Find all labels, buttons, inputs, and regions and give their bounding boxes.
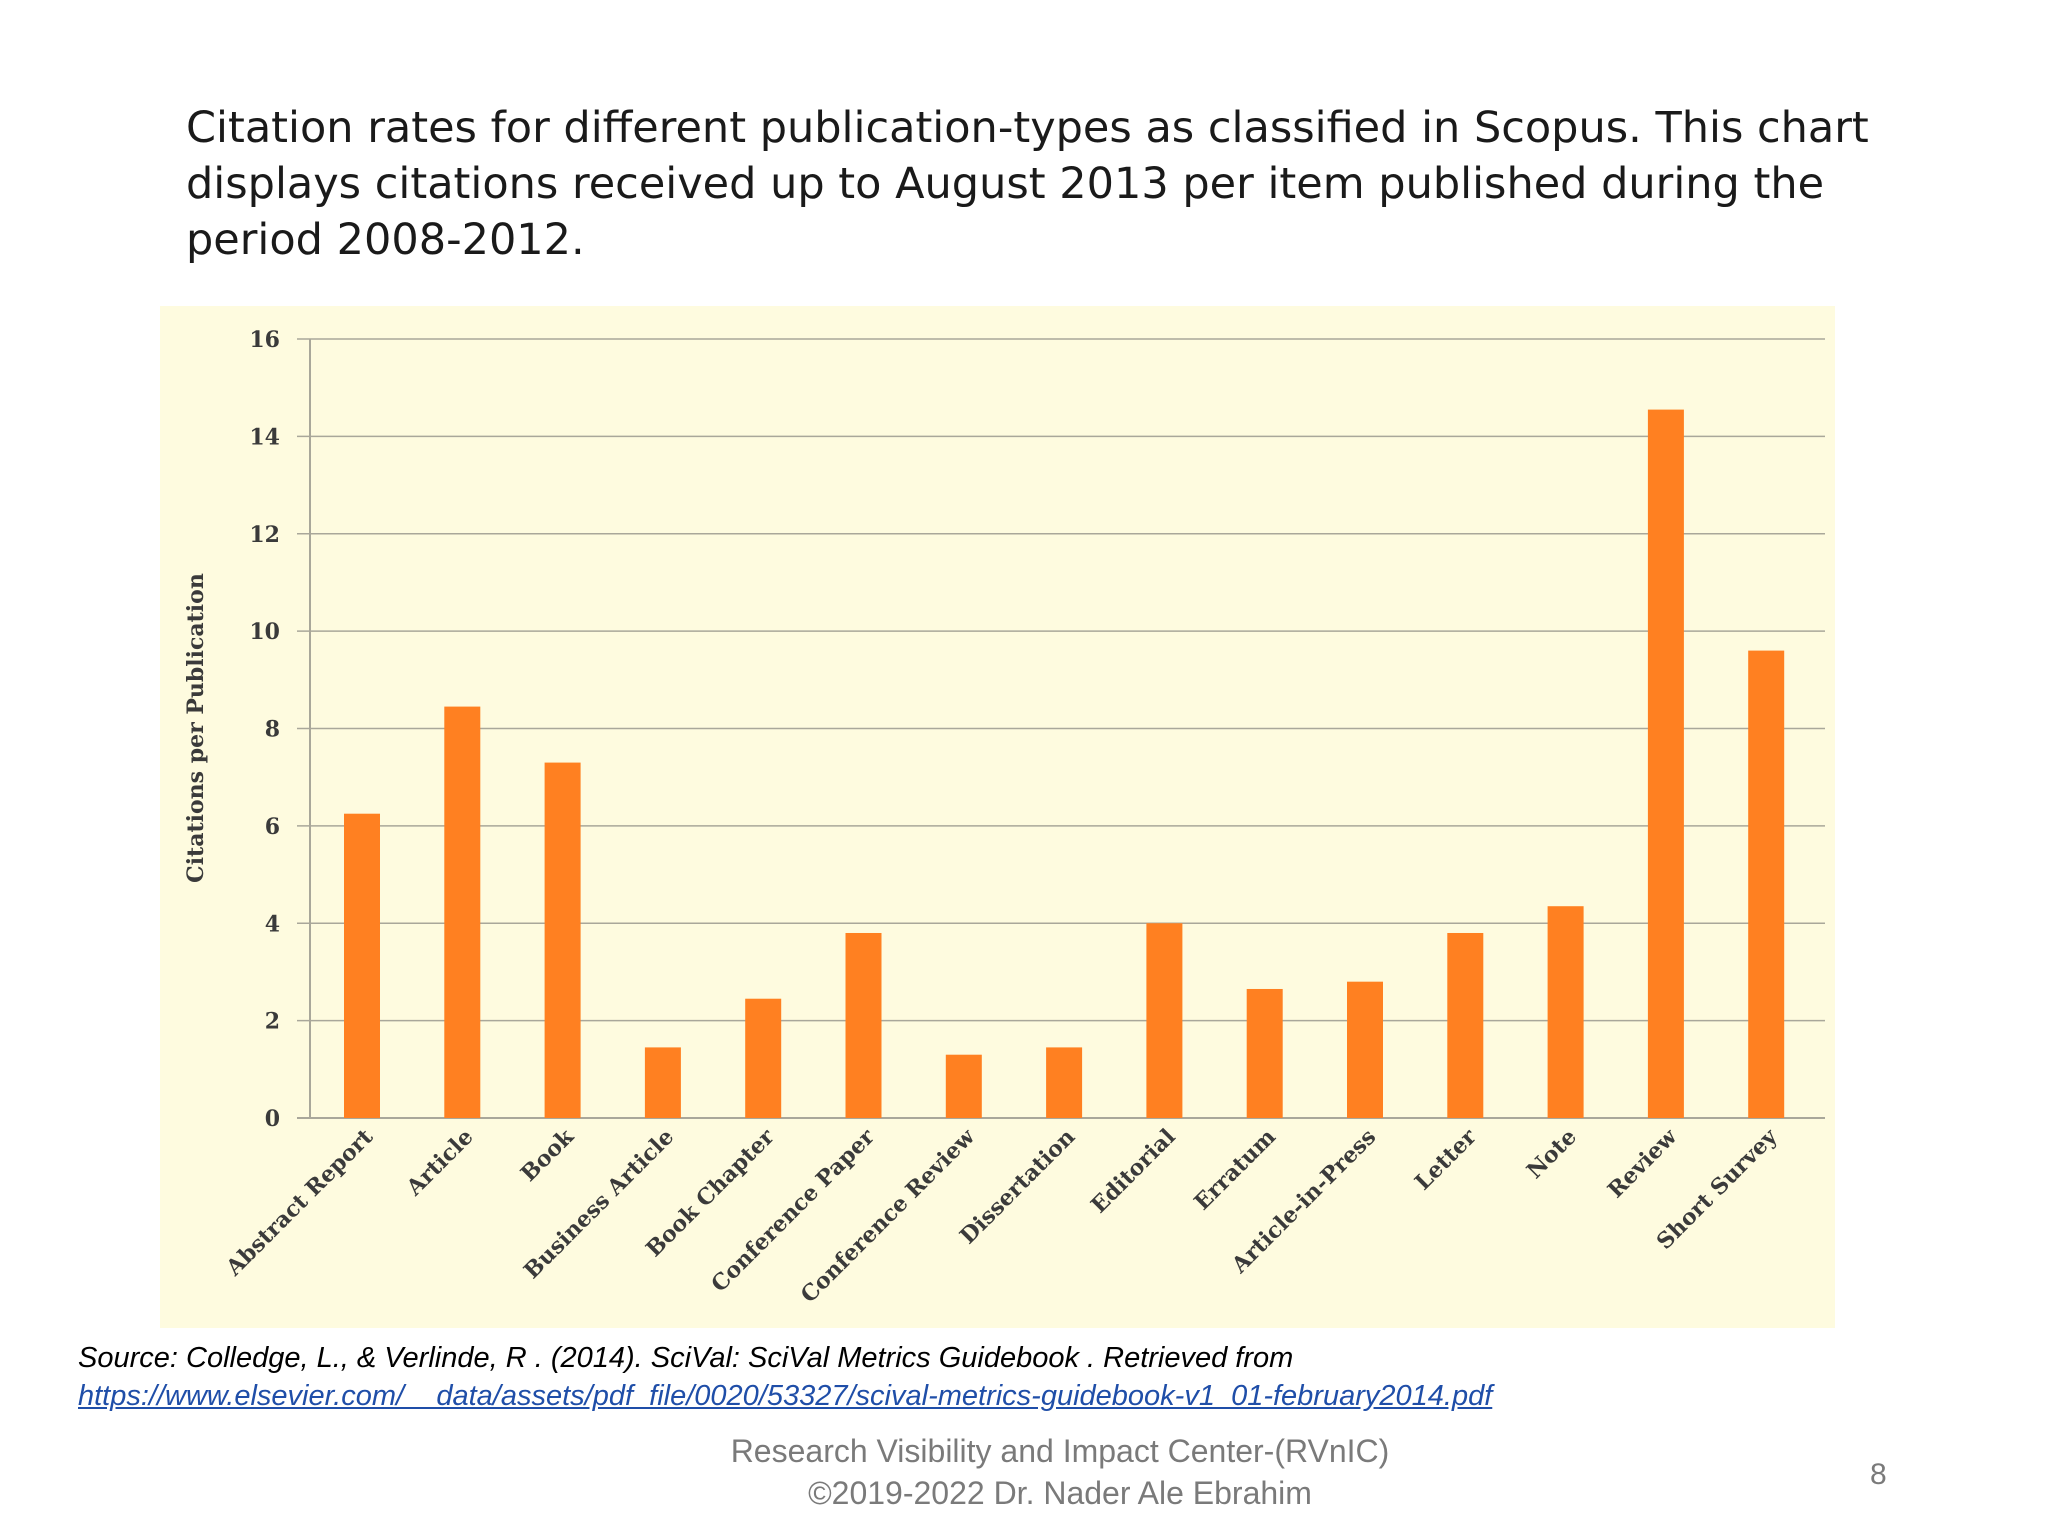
bar-conference-paper: [845, 932, 882, 1118]
x-tick-label: Book: [516, 1123, 580, 1187]
bars-layer: [344, 409, 1785, 1118]
x-tick-label: Article: [401, 1124, 479, 1202]
y-tick-label: 4: [265, 911, 280, 937]
x-tick-label: Note: [1522, 1124, 1582, 1184]
x-tick-label: Letter: [1410, 1124, 1482, 1196]
slide-title: Citation rates for different publication…: [186, 103, 1869, 265]
source-citation: Source: Colledge, L., & Verlinde, R . (2…: [78, 1339, 1978, 1415]
source-text: Source: Colledge, L., & Verlinde, R . (2…: [78, 1342, 1294, 1374]
bar-letter: [1447, 932, 1484, 1118]
x-tick-label: Conference Paper: [706, 1124, 880, 1298]
x-tick-label: Erratum: [1189, 1124, 1281, 1216]
x-tick-label: Abstract Report: [220, 1123, 378, 1281]
bar-note: [1547, 906, 1584, 1118]
y-tick-label: 0: [265, 1106, 280, 1132]
bar-editorial: [1146, 923, 1183, 1118]
footer-copyright: ©2019-2022 Dr. Nader Ale Ebrahim: [808, 1475, 1312, 1511]
y-tick-label: 8: [265, 717, 280, 743]
y-tick-label: 12: [249, 522, 280, 548]
bar-erratum: [1246, 988, 1283, 1118]
page-number: 8: [1870, 1458, 1887, 1491]
y-tick-label: 2: [265, 1009, 280, 1035]
y-tick-label: 6: [265, 814, 280, 840]
bar-book-chapter: [745, 998, 782, 1118]
bar-conference-review: [945, 1054, 982, 1118]
x-tick-label: Editorial: [1086, 1124, 1181, 1219]
y-tick-label: 16: [249, 327, 280, 353]
x-tick-label: Conference Review: [796, 1123, 981, 1308]
bar-dissertation: [1046, 1047, 1083, 1118]
footer: Research Visibility and Impact Center-(R…: [560, 1430, 1560, 1514]
bar-article: [444, 706, 481, 1118]
y-tick-label: 14: [249, 424, 280, 450]
bar-abstract-report: [344, 813, 380, 1118]
bar-review: [1647, 409, 1684, 1118]
bar-business-article: [644, 1047, 681, 1118]
grid-layer: [297, 338, 1825, 1119]
source-link[interactable]: https://www.elsevier.com/__data/assets/p…: [78, 1380, 1493, 1412]
y-tick-labels: 0 2 4 6 8 10 12 14 16: [249, 327, 280, 1132]
bar-book: [544, 762, 581, 1118]
y-axis-title: Citations per Publication: [183, 573, 209, 883]
footer-org: Research Visibility and Impact Center-(R…: [730, 1433, 1390, 1469]
bar-article-in-press: [1347, 981, 1383, 1118]
bar-short-survey: [1748, 650, 1785, 1118]
bar-chart: 0 2 4 6 8 10 12 14 16 Abstract Report Article Book…: [183, 327, 1825, 1308]
x-tick-label: Review: [1603, 1123, 1683, 1203]
y-tick-label: 10: [249, 619, 280, 645]
chart-panel: 0 2 4 6 8 10 12 14 16 Abstract Report Article Book…: [160, 306, 1835, 1328]
